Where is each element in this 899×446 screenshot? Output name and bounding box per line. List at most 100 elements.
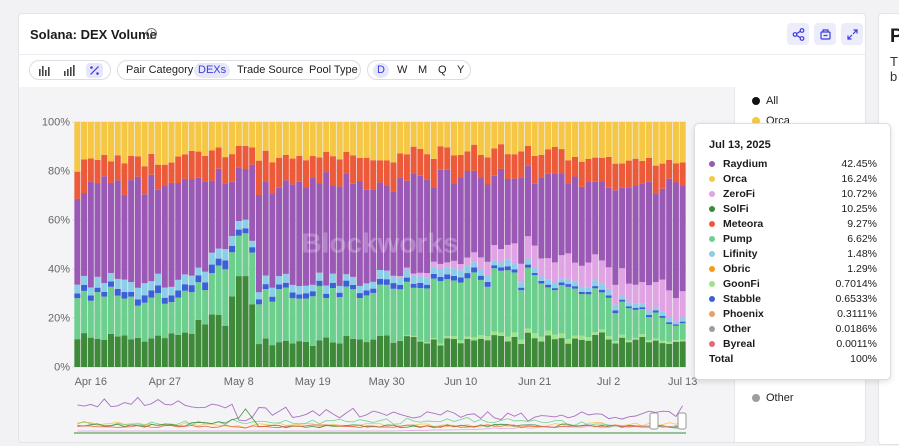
bar-segment-meteora[interactable] <box>551 146 558 174</box>
bar-segment-solfi[interactable] <box>477 338 484 367</box>
bar-segment-lifinity[interactable] <box>215 248 222 259</box>
bar-segment-orca[interactable] <box>491 122 498 149</box>
bar-segment-raydium[interactable] <box>121 194 128 280</box>
percent-icon[interactable] <box>86 63 103 78</box>
bar-segment-meteora[interactable] <box>168 162 175 183</box>
bar-segment-meteora[interactable] <box>74 171 81 199</box>
bar-segment-stabble[interactable] <box>437 276 444 282</box>
bar-segment-stabble[interactable] <box>390 283 397 289</box>
bar-segment-solfi[interactable] <box>121 335 128 367</box>
bar-segment-solfi[interactable] <box>625 342 632 367</box>
bar-segment-zerofi[interactable] <box>498 249 505 263</box>
bar-segment-zerofi[interactable] <box>605 267 612 289</box>
bar-segment-raydium[interactable] <box>155 189 162 274</box>
bar-segment-pump[interactable] <box>464 278 471 337</box>
bar-segment-solfi[interactable] <box>114 336 121 367</box>
bar-segment-raydium[interactable] <box>592 181 599 255</box>
bar-segment-orca[interactable] <box>565 122 572 161</box>
bar-segment-pump[interactable] <box>504 270 511 337</box>
bar-segment-orca[interactable] <box>249 122 256 148</box>
bar-segment-solfi[interactable] <box>101 339 108 367</box>
bar-segment-pump[interactable] <box>652 312 659 339</box>
bar-segment-raydium[interactable] <box>531 183 538 246</box>
bar-segment-stabble[interactable] <box>491 265 498 269</box>
bar-segment-orca[interactable] <box>175 122 182 157</box>
bar-segment-pump[interactable] <box>565 286 572 340</box>
bar-segment-meteora[interactable] <box>202 155 209 182</box>
bar-segment-solfi[interactable] <box>336 343 343 367</box>
bar-segment-stabble[interactable] <box>181 284 188 291</box>
bar-segment-raydium[interactable] <box>208 180 215 253</box>
bar-segment-goonfi[interactable] <box>450 336 457 340</box>
bar-segment-orca[interactable] <box>551 122 558 147</box>
bar-segment-orca[interactable] <box>94 122 101 160</box>
bar-segment-solfi[interactable] <box>208 314 215 367</box>
bar-segment-solfi[interactable] <box>155 335 162 367</box>
bar-segment-orca[interactable] <box>639 122 646 161</box>
bar-segment-solfi[interactable] <box>645 342 653 367</box>
bar-segment-meteora[interactable] <box>303 160 310 189</box>
bar-segment-lifinity[interactable] <box>424 277 431 285</box>
bar-segment-lifinity[interactable] <box>329 273 336 283</box>
bar-segment-solfi[interactable] <box>558 338 565 367</box>
bar-segment-meteora[interactable] <box>222 157 229 184</box>
bar-segment-raydium[interactable] <box>309 177 316 285</box>
bar-segment-lifinity[interactable] <box>565 279 572 285</box>
bar-segment-zerofi[interactable] <box>632 284 639 304</box>
bar-segment-pump[interactable] <box>255 304 262 345</box>
bar-segment-raydium[interactable] <box>417 175 424 273</box>
bar-segment-lifinity[interactable] <box>336 285 343 293</box>
bar-chart-icon[interactable] <box>36 63 53 78</box>
bar-segment-stabble[interactable] <box>195 275 202 283</box>
bar-segment-stabble[interactable] <box>645 315 653 318</box>
bar-segment-orca[interactable] <box>363 122 370 158</box>
bar-segment-zerofi[interactable] <box>457 264 464 271</box>
bar-segment-goonfi[interactable] <box>531 333 538 339</box>
bar-segment-orca[interactable] <box>181 122 188 155</box>
bar-segment-orca[interactable] <box>578 122 585 162</box>
bar-segment-solfi[interactable] <box>464 338 471 367</box>
bar-segment-raydium[interactable] <box>343 173 350 275</box>
expand-icon[interactable] <box>841 23 863 45</box>
bar-segment-stabble[interactable] <box>538 280 545 284</box>
grouping-pair-category[interactable]: Pair Category <box>126 64 194 76</box>
bar-segment-stabble[interactable] <box>107 281 115 287</box>
bar-segment-lifinity[interactable] <box>235 220 242 230</box>
bar-segment-meteora[interactable] <box>511 154 518 179</box>
bar-segment-solfi[interactable] <box>168 333 175 367</box>
bar-segment-stabble[interactable] <box>309 291 316 297</box>
bar-segment-solfi[interactable] <box>666 343 673 367</box>
bar-segment-solfi[interactable] <box>659 343 666 367</box>
bar-segment-pump[interactable] <box>148 297 155 339</box>
bar-segment-raydium[interactable] <box>262 181 269 276</box>
bar-segment-goonfi[interactable] <box>545 330 552 336</box>
bar-segment-raydium[interactable] <box>181 178 188 275</box>
bar-segment-orca[interactable] <box>679 122 686 163</box>
bar-segment-raydium[interactable] <box>175 183 182 280</box>
bar-segment-stabble[interactable] <box>350 284 357 290</box>
bar-segment-meteora[interactable] <box>524 145 531 166</box>
bar-segment-pump[interactable] <box>491 268 498 332</box>
bar-segment-meteora[interactable] <box>390 162 397 192</box>
bar-segment-meteora[interactable] <box>612 163 619 191</box>
bar-segment-pump[interactable] <box>229 252 236 297</box>
bar-segment-pump[interactable] <box>128 296 135 340</box>
bar-segment-meteora[interactable] <box>545 149 552 174</box>
bar-segment-solfi[interactable] <box>289 343 296 367</box>
bar-segment-goonfi[interactable] <box>645 340 653 343</box>
bar-segment-pump[interactable] <box>222 269 229 326</box>
bar-segment-solfi[interactable] <box>255 344 262 367</box>
bar-segment-raydium[interactable] <box>572 176 579 263</box>
bar-segment-zerofi[interactable] <box>424 273 431 278</box>
bar-segment-orca[interactable] <box>383 122 390 161</box>
bar-segment-goonfi[interactable] <box>605 336 612 340</box>
bar-segment-meteora[interactable] <box>208 150 215 181</box>
bar-segment-meteora[interactable] <box>134 156 141 177</box>
bar-segment-lifinity[interactable] <box>551 282 558 289</box>
bar-segment-pump[interactable] <box>498 270 505 333</box>
bar-segment-meteora[interactable] <box>128 155 135 181</box>
bar-segment-meteora[interactable] <box>639 160 646 184</box>
bar-segment-orca[interactable] <box>276 122 283 158</box>
bar-segment-meteora[interactable] <box>679 162 686 186</box>
bar-segment-stabble[interactable] <box>282 282 289 288</box>
